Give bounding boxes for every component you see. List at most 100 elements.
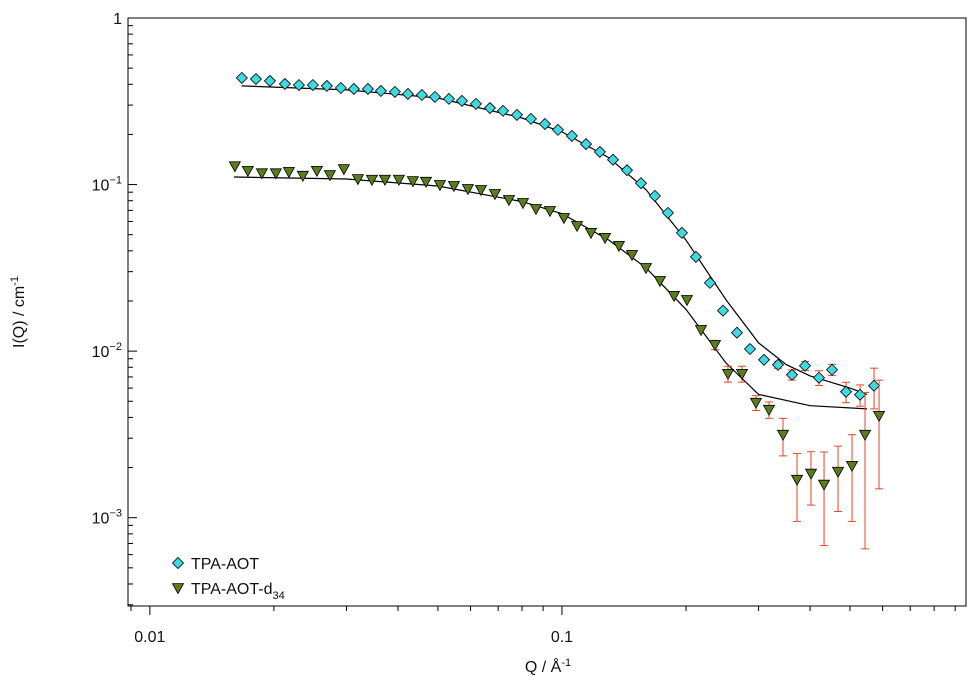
error-bar	[820, 451, 829, 547]
triangle-marker	[667, 290, 681, 303]
plot-frame	[127, 17, 967, 607]
triangle-marker	[570, 221, 584, 233]
diamond-marker	[867, 379, 881, 392]
triangle-marker	[762, 404, 776, 417]
diamond-marker	[361, 82, 374, 96]
error-bar	[834, 445, 843, 512]
triangle-marker	[419, 176, 433, 189]
x-tick-label: 0.1	[551, 629, 573, 646]
triangle-marker	[228, 161, 242, 173]
triangle-marker	[708, 340, 722, 352]
diamond-marker	[648, 189, 661, 202]
triangle-marker	[749, 397, 763, 410]
triangle-marker	[845, 460, 859, 473]
fit-line	[233, 176, 868, 410]
legend-label: TPA-AOT	[191, 556, 259, 573]
y-tick-sup: −3	[109, 508, 122, 520]
diamond-marker	[249, 72, 263, 86]
diamond-marker	[496, 104, 510, 117]
y-axis-label-sup: -1	[9, 276, 21, 286]
diamond-marker	[538, 117, 552, 131]
triangle-marker	[171, 583, 185, 595]
diamond-marker	[730, 326, 744, 339]
diamond-marker	[415, 88, 428, 102]
y-tick-label: 1	[113, 11, 122, 28]
diamond-marker	[716, 304, 730, 317]
x-axis-label-sup: -1	[561, 657, 571, 669]
legend-name: TPA-AOT-d	[191, 581, 273, 598]
triangle-marker	[323, 170, 337, 182]
diamond-marker	[606, 153, 620, 166]
triangle-marker	[721, 368, 735, 381]
triangle-marker	[639, 263, 653, 275]
y-tick-label: 10−3	[92, 508, 122, 528]
triangle-marker	[351, 174, 365, 186]
triangle-marker	[858, 429, 872, 442]
triangle-marker	[282, 167, 296, 179]
diamond-marker	[401, 87, 414, 101]
diamond-marker	[524, 112, 538, 125]
legend-name: TPA-AOT	[191, 556, 259, 573]
diamond-marker	[428, 90, 442, 103]
diamond-marker	[388, 85, 401, 98]
diamond-marker	[634, 177, 648, 190]
triangle-marker	[543, 206, 557, 218]
diamond-marker	[235, 71, 248, 84]
diamond-marker	[263, 74, 277, 87]
diamond-marker	[675, 226, 689, 239]
triangle-marker	[378, 174, 392, 186]
triangle-marker	[584, 228, 598, 240]
legend-sub: 34	[273, 590, 285, 602]
triangle-marker	[653, 276, 667, 288]
triangle-marker	[529, 204, 543, 216]
diamond-marker	[757, 353, 771, 366]
triangle-marker	[612, 240, 626, 253]
diamond-marker	[689, 250, 702, 263]
y-tick-base: 10	[92, 178, 110, 195]
triangle-marker	[433, 180, 447, 192]
triangle-marker	[694, 325, 708, 337]
triangle-marker	[804, 468, 818, 480]
triangle-marker	[680, 295, 694, 307]
diamond-marker	[743, 342, 757, 356]
y-tick-base: 10	[92, 344, 110, 361]
diamond-marker	[510, 108, 524, 121]
triangle-marker	[488, 189, 502, 201]
triangle-marker	[255, 168, 269, 180]
triangle-marker	[502, 195, 516, 207]
diamond-marker	[620, 164, 634, 177]
error-bar	[848, 434, 857, 522]
triangle-marker	[365, 174, 379, 186]
triangle-marker	[392, 174, 406, 186]
diamond-marker	[469, 97, 483, 110]
y-axis-label-text: I(Q) / cm	[11, 286, 28, 348]
diamond-marker	[347, 82, 360, 96]
diamond-marker	[825, 363, 839, 376]
triangle-marker	[625, 250, 639, 262]
triangle-marker	[296, 170, 310, 183]
diamond-marker	[292, 78, 305, 92]
triangle-marker	[735, 368, 749, 381]
diamond-marker	[812, 371, 826, 384]
diamond-marker	[839, 385, 853, 398]
diamond-marker	[551, 123, 565, 136]
error-bar	[861, 391, 870, 550]
error-bar	[793, 452, 802, 522]
triangle-marker	[269, 168, 283, 180]
triangle-marker	[790, 474, 804, 487]
y-tick-base: 10	[92, 511, 110, 528]
triangle-marker	[598, 233, 612, 245]
diamond-marker	[798, 359, 812, 372]
diamond-marker	[278, 77, 292, 90]
triangle-marker	[447, 181, 461, 193]
triangle-marker	[310, 165, 324, 178]
diamond-marker	[483, 101, 497, 115]
x-axis-label: Q / Å-1	[525, 657, 571, 676]
diamond-marker	[334, 81, 347, 95]
diamond-marker	[374, 84, 387, 97]
diamond-marker	[579, 138, 593, 151]
legend-label: TPA-AOT-d34	[191, 581, 285, 602]
diamond-marker	[306, 78, 319, 92]
y-tick-label: 10−1	[92, 175, 122, 195]
